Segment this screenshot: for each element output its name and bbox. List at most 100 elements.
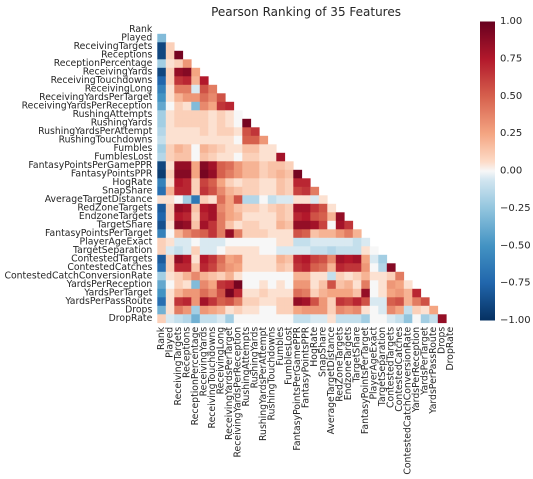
heatmap-cell bbox=[233, 161, 243, 171]
heatmap-cell bbox=[310, 254, 320, 264]
heatmap-cell bbox=[208, 220, 218, 230]
heatmap-cell bbox=[301, 297, 311, 307]
heatmap-cell bbox=[157, 305, 167, 315]
heatmap-cell bbox=[310, 203, 320, 213]
heatmap-cell bbox=[327, 246, 337, 256]
heatmap-cell bbox=[327, 297, 337, 307]
heatmap-cell bbox=[182, 101, 192, 111]
y-tick-label: FantasyPointsPerGamePPR bbox=[28, 160, 152, 171]
x-tick-label: ReceivingYards bbox=[199, 327, 210, 397]
heatmap-cell bbox=[284, 263, 294, 273]
heatmap-cell bbox=[165, 110, 175, 120]
heatmap-cell bbox=[344, 237, 354, 247]
heatmap-cell bbox=[157, 76, 167, 86]
heatmap-cell bbox=[352, 237, 362, 247]
heatmap-cell bbox=[310, 195, 320, 205]
heatmap-cell bbox=[250, 263, 260, 273]
x-tick-label: TargetShare bbox=[352, 327, 363, 384]
heatmap-cell bbox=[284, 178, 294, 188]
heatmap-cell bbox=[378, 263, 388, 273]
y-tick-label: TargetShare bbox=[96, 220, 153, 231]
x-tick-label: ReceivingTargets bbox=[173, 327, 184, 406]
heatmap-cell bbox=[208, 229, 218, 239]
heatmap-cell bbox=[437, 314, 447, 324]
heatmap-cell bbox=[157, 144, 167, 154]
heatmap-cell bbox=[301, 246, 311, 256]
heatmap-cell bbox=[174, 127, 184, 137]
heatmap-cell bbox=[208, 305, 218, 315]
heatmap-cell bbox=[165, 280, 175, 290]
x-tick-label: RushingYardsPerAttempt bbox=[258, 326, 269, 441]
heatmap-cell bbox=[301, 288, 311, 298]
heatmap-cell bbox=[395, 314, 405, 324]
heatmap-cell bbox=[208, 144, 218, 154]
heatmap-cell bbox=[208, 169, 218, 179]
heatmap-cell bbox=[310, 186, 320, 196]
heatmap-cell bbox=[157, 118, 167, 128]
heatmap-cell bbox=[242, 118, 252, 128]
heatmap-cell bbox=[208, 110, 218, 120]
heatmap-cell bbox=[318, 203, 328, 213]
heatmap-cell bbox=[259, 169, 269, 179]
heatmap-cell bbox=[165, 178, 175, 188]
heatmap-cell bbox=[403, 288, 413, 298]
heatmap-cell bbox=[165, 169, 175, 179]
heatmap-cell bbox=[216, 195, 226, 205]
heatmap-cell bbox=[242, 144, 252, 154]
heatmap-cell bbox=[259, 246, 269, 256]
y-tick-label: TargetSeparation bbox=[72, 245, 152, 256]
heatmap-cell bbox=[250, 169, 260, 179]
heatmap-cell bbox=[165, 186, 175, 196]
heatmap-cell bbox=[284, 288, 294, 298]
heatmap-cell bbox=[386, 288, 396, 298]
heatmap-cell bbox=[191, 178, 201, 188]
heatmap-cell bbox=[174, 59, 184, 69]
heatmap-cell bbox=[284, 314, 294, 324]
heatmap-cell bbox=[233, 127, 243, 137]
x-tick-label: Rank bbox=[156, 326, 167, 350]
heatmap-cell bbox=[157, 50, 167, 60]
x-tick-label: YardsPerTarget bbox=[420, 326, 431, 395]
heatmap-cell bbox=[191, 186, 201, 196]
heatmap-cell bbox=[174, 305, 184, 315]
heatmap-cell bbox=[191, 229, 201, 239]
heatmap-cell bbox=[267, 280, 277, 290]
heatmap-cell bbox=[259, 178, 269, 188]
heatmap-cell bbox=[369, 288, 379, 298]
heatmap-cell bbox=[157, 169, 167, 179]
heatmap-cell bbox=[225, 169, 235, 179]
heatmap-cell bbox=[386, 314, 396, 324]
heatmap-cell bbox=[199, 288, 209, 298]
heatmap-cell bbox=[267, 186, 277, 196]
heatmap-cell bbox=[293, 305, 303, 315]
y-tick-label: FantasyPointsPerTarget bbox=[45, 228, 153, 239]
heatmap-cell bbox=[182, 212, 192, 222]
heatmap-cell bbox=[335, 220, 345, 230]
heatmap-cell bbox=[310, 212, 320, 222]
heatmap-cell bbox=[191, 84, 201, 94]
heatmap-cell bbox=[310, 297, 320, 307]
heatmap-cell bbox=[157, 135, 167, 145]
heatmap-cell bbox=[182, 84, 192, 94]
heatmap-cell bbox=[259, 280, 269, 290]
heatmap-cell bbox=[335, 288, 345, 298]
heatmap-cell bbox=[267, 254, 277, 264]
heatmap-cell bbox=[216, 288, 226, 298]
heatmap-cell bbox=[412, 305, 422, 315]
heatmap-cell bbox=[378, 271, 388, 281]
heatmap-cell bbox=[225, 110, 235, 120]
heatmap-cell bbox=[259, 203, 269, 213]
colorbar-tick-label: 0.25 bbox=[500, 128, 522, 139]
heatmap-cell bbox=[199, 271, 209, 281]
heatmap-cell bbox=[208, 93, 218, 103]
heatmap-cell bbox=[318, 254, 328, 264]
y-tick-label: ReceivingTargets bbox=[74, 41, 153, 52]
heatmap-cell bbox=[233, 186, 243, 196]
heatmap-cell bbox=[301, 305, 311, 315]
colorbar-gradient bbox=[480, 21, 495, 321]
heatmap-cell bbox=[318, 271, 328, 281]
heatmap-cell bbox=[165, 220, 175, 230]
heatmap-cell bbox=[199, 110, 209, 120]
heatmap-cell bbox=[216, 220, 226, 230]
heatmap-cell bbox=[216, 169, 226, 179]
